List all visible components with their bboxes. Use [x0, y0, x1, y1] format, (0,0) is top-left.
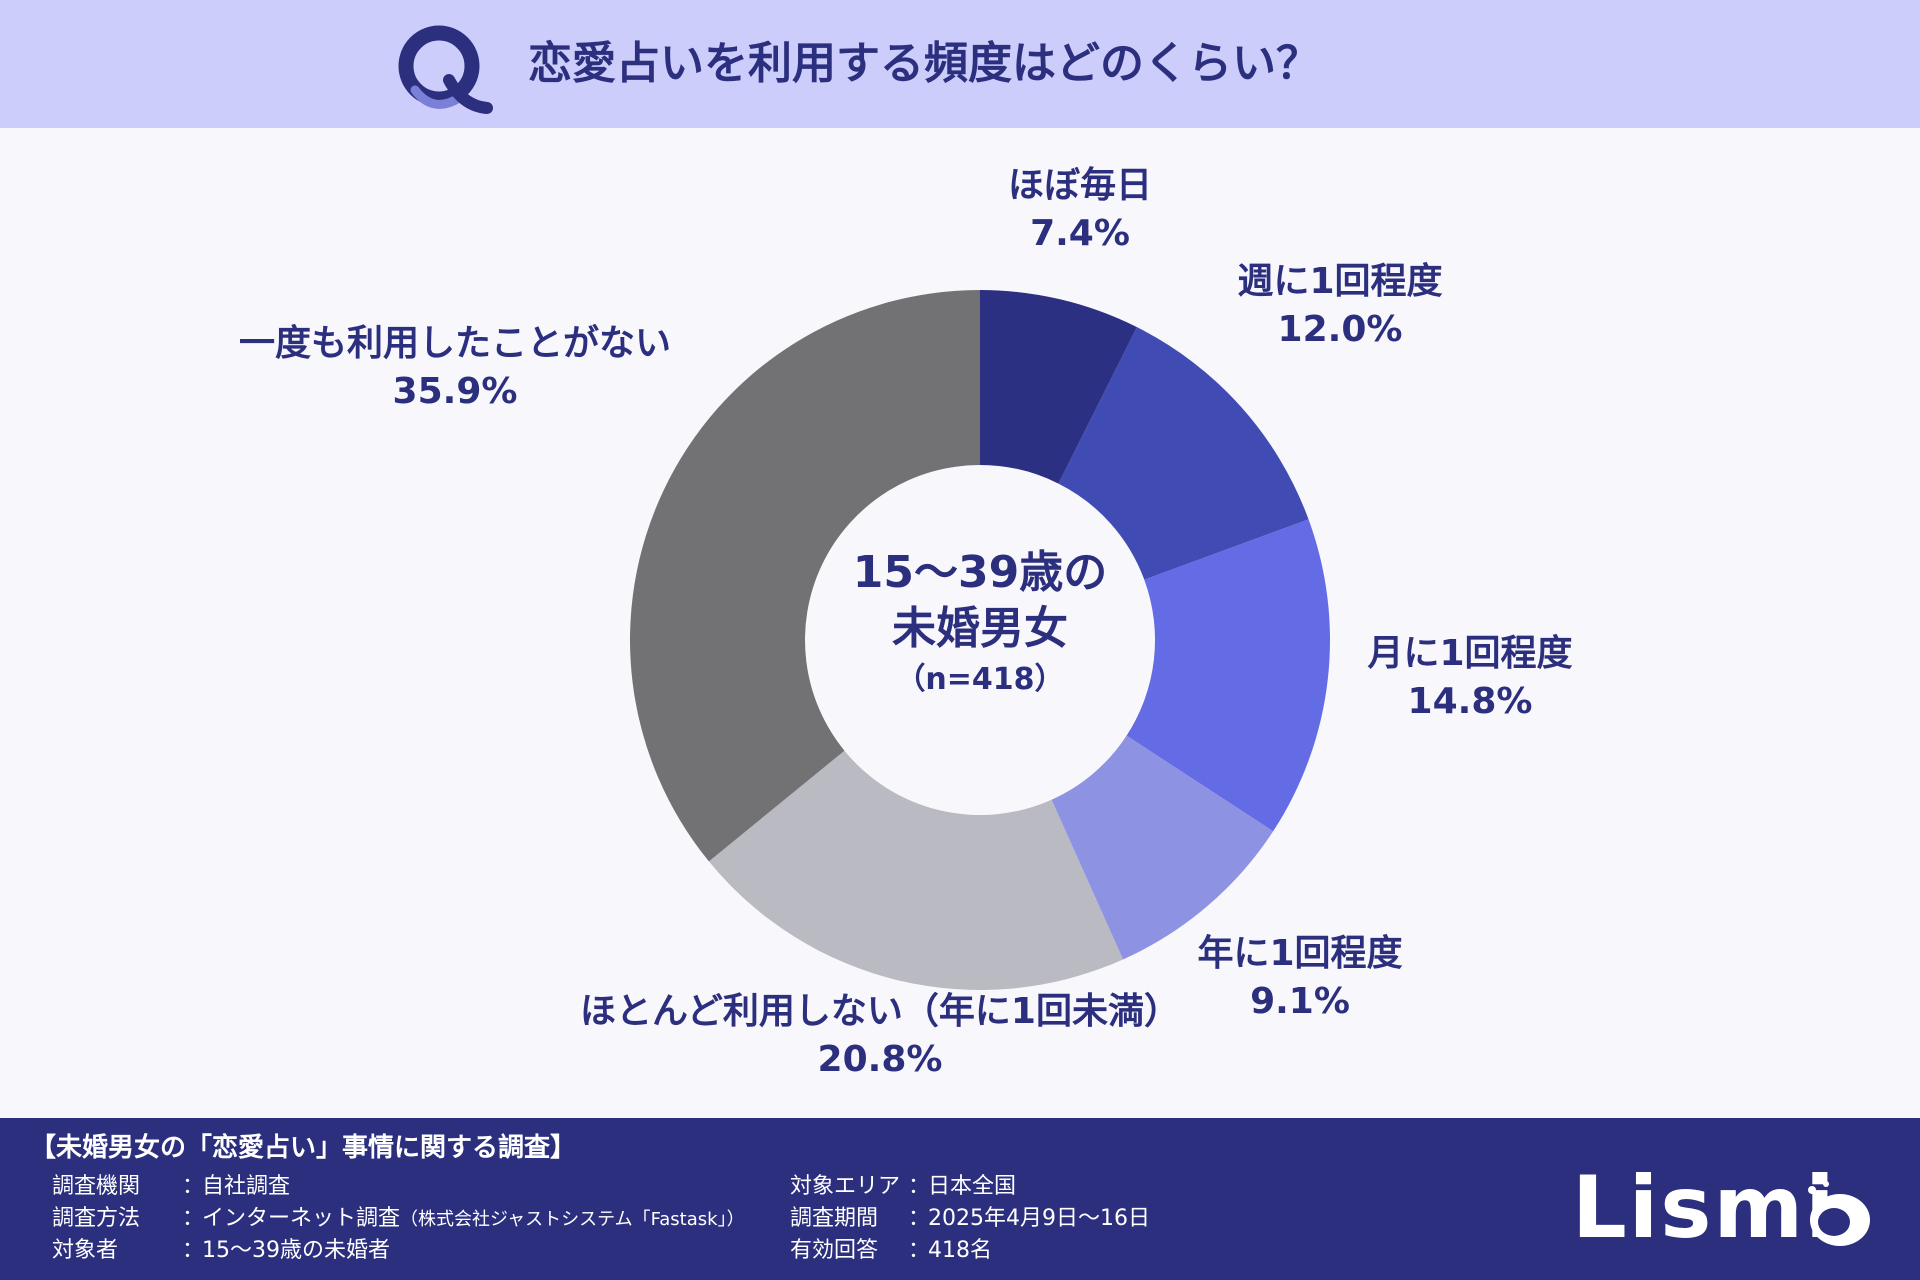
brand-logo: Lismi: [1572, 1158, 1837, 1258]
slice-label-monthly: 月に1回程度 14.8%: [1340, 630, 1600, 726]
value-label: 12.0%: [1277, 309, 1403, 350]
category-label: ほとんど利用しない（年に1回未満）: [580, 991, 1180, 1032]
header-bar: 恋愛占いを利用する頻度はどのくらい？: [0, 0, 1920, 128]
meta-value: 15〜39歳の未婚者: [202, 1238, 390, 1263]
meta-separator: ：: [908, 1238, 931, 1263]
meta-key: 調査機関: [52, 1174, 141, 1199]
slice-daily: [980, 290, 1137, 484]
slice-label-yearly: 年に1回程度 9.1%: [1170, 930, 1430, 1026]
meta-value: 日本全国: [928, 1174, 1017, 1199]
meta-row-agency: 調査機関 ：自社調査: [52, 1172, 290, 1202]
category-label: 一度も利用したことがない: [238, 323, 671, 364]
meta-separator: ：: [908, 1174, 931, 1199]
meta-key: 調査期間: [790, 1206, 879, 1231]
value-label: 35.9%: [392, 371, 518, 412]
meta-row-responses: 有効回答 ：418名: [790, 1236, 992, 1266]
meta-value: インターネット調査: [202, 1206, 401, 1231]
meta-key: 対象者: [52, 1238, 119, 1263]
survey-title: 【未婚男女の「恋愛占い」事情に関する調査】: [30, 1133, 577, 1163]
value-label: 9.1%: [1250, 981, 1350, 1022]
meta-separator: ：: [182, 1238, 205, 1263]
slice-yearly: [1051, 735, 1274, 960]
footer-panel: 【未婚男女の「恋愛占い」事情に関する調査】 調査機関 ：自社調査 調査方法 ：インタ…: [0, 1118, 1920, 1280]
meta-key: 有効回答: [790, 1238, 879, 1263]
value-label: 20.8%: [817, 1039, 943, 1080]
slice-label-rarely: ほとんど利用しない（年に1回未満） 20.8%: [570, 988, 1190, 1084]
meta-note: （株式会社ジャストシステム「Fastask」）: [400, 1209, 745, 1230]
mascot-icon: [1808, 1181, 1870, 1246]
slice-never: [630, 290, 980, 862]
slice-weekly: [1058, 327, 1309, 580]
slice-label-daily: ほぼ毎日 7.4%: [980, 162, 1180, 258]
center-line-2: 未婚男女: [892, 603, 1068, 654]
meta-key: 対象エリア: [790, 1174, 901, 1199]
meta-separator: ：: [182, 1206, 205, 1231]
meta-value: 自社調査: [202, 1174, 291, 1199]
slice-label-weekly: 週に1回程度 12.0%: [1210, 258, 1470, 354]
meta-row-method: 調査方法 ：インターネット調査（株式会社ジャストシステム「Fastask」）: [52, 1204, 745, 1235]
donut-chart: [630, 290, 1330, 991]
slice-rarely: [708, 750, 1124, 991]
meta-value: 418名: [928, 1238, 992, 1263]
category-label: 年に1回程度: [1197, 933, 1403, 974]
center-line-1: 15〜39歳の: [852, 547, 1108, 598]
meta-separator: ：: [908, 1206, 931, 1231]
slice-label-never: 一度も利用したことがない 35.9%: [210, 320, 700, 416]
meta-row-area: 対象エリア ：日本全国: [790, 1172, 1016, 1202]
page-title: 恋愛占いを利用する頻度はどのくらい？: [528, 38, 1320, 89]
meta-row-period: 調査期間 ：2025年4月9日〜16日: [790, 1204, 1150, 1234]
chart-center-label: 15〜39歳の 未婚男女 （n=418）: [830, 545, 1130, 703]
category-label: ほぼ毎日: [1007, 165, 1152, 206]
q-logo-icon: [398, 25, 493, 114]
category-label: 月に1回程度: [1367, 633, 1573, 674]
meta-row-target: 対象者 ：15〜39歳の未婚者: [52, 1236, 390, 1266]
sample-size: （n=418）: [895, 662, 1065, 697]
category-label: 週に1回程度: [1237, 261, 1443, 302]
value-label: 7.4%: [1030, 213, 1130, 254]
value-label: 14.8%: [1407, 681, 1533, 722]
meta-value: 2025年4月9日〜16日: [928, 1206, 1150, 1231]
slice-monthly: [1126, 519, 1330, 832]
meta-separator: ：: [182, 1174, 205, 1199]
meta-key: 調査方法: [52, 1206, 141, 1231]
